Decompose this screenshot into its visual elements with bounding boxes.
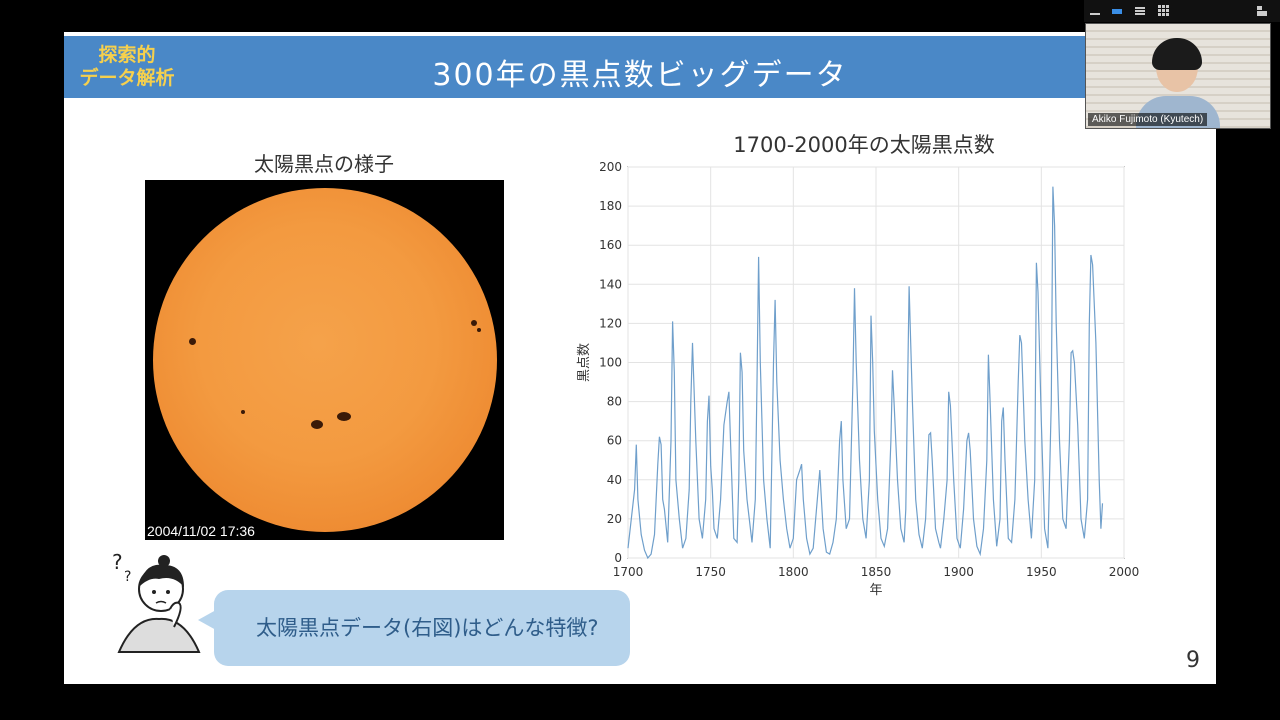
y-tick-label: 160 bbox=[599, 238, 622, 252]
participant-name: Akiko Fujimoto (Kyutech) bbox=[1088, 113, 1208, 126]
sunspot-series-line bbox=[627, 186, 1104, 560]
sun-photo-caption: 太陽黒点の様子 bbox=[254, 152, 394, 176]
x-tick-label: 2000 bbox=[1109, 565, 1140, 579]
y-tick-label: 200 bbox=[599, 160, 622, 174]
svg-text:?: ? bbox=[112, 550, 123, 574]
sunspot bbox=[241, 410, 245, 414]
section-tag: 探索的 データ解析 bbox=[79, 44, 175, 89]
x-tick-label: 1700 bbox=[613, 565, 644, 579]
x-tick-label: 1800 bbox=[778, 565, 809, 579]
sunspot bbox=[477, 328, 481, 332]
sun-photo-timestamp: 2004/11/02 17:36 bbox=[147, 523, 255, 539]
sunspot bbox=[337, 412, 351, 421]
sun-disc bbox=[153, 188, 497, 532]
speech-bubble-tail bbox=[198, 610, 216, 630]
sunspot bbox=[471, 320, 477, 326]
participant-video-tile[interactable]: Akiko Fujimoto (Kyutech) bbox=[1085, 23, 1271, 129]
sunspot bbox=[311, 420, 323, 429]
thinking-person-illustration: ? ? bbox=[112, 550, 201, 653]
y-tick-label: 40 bbox=[607, 473, 622, 487]
exit-fullscreen-icon[interactable] bbox=[1256, 5, 1268, 17]
active-speaker-icon[interactable] bbox=[1111, 5, 1123, 17]
page-number: 9 bbox=[1186, 648, 1200, 673]
view-menu-icon[interactable] bbox=[1134, 5, 1146, 17]
y-tick-label: 180 bbox=[599, 199, 622, 213]
presentation-slide: 探索的 データ解析 300年の黒点数ビッグデータ 太陽黒点の様子 2004/11… bbox=[64, 32, 1216, 684]
y-tick-label: 80 bbox=[607, 395, 622, 409]
minimize-icon[interactable] bbox=[1089, 5, 1101, 17]
y-tick-label: 20 bbox=[607, 512, 622, 526]
y-tick-label: 140 bbox=[599, 277, 622, 291]
video-person-hair bbox=[1152, 38, 1202, 70]
chart-title: 1700-2000年の太陽黒点数 bbox=[733, 133, 995, 157]
x-tick-label: 1900 bbox=[943, 565, 974, 579]
y-tick-label: 0 bbox=[614, 551, 622, 565]
y-tick-label: 100 bbox=[599, 356, 622, 370]
question-marks-icon: ? ? bbox=[112, 550, 131, 585]
sun-photo: 2004/11/02 17:36 bbox=[145, 180, 504, 540]
sunspot-line-chart: 0 20 40 60 80 100 120 140 160 180 200 1700 1750 1800 1… bbox=[577, 160, 1140, 598]
slide-title: 300年の黒点数ビッグデータ bbox=[432, 58, 848, 93]
x-tick-label: 1750 bbox=[695, 565, 726, 579]
zoom-video-toolbar bbox=[1084, 0, 1280, 22]
question-text: 太陽黒点データ(右図)はどんな特徴? bbox=[256, 616, 599, 640]
x-tick-label: 1950 bbox=[1026, 565, 1057, 579]
gallery-icon[interactable] bbox=[1158, 5, 1170, 17]
slide-header-bar: 探索的 データ解析 300年の黒点数ビッグデータ bbox=[64, 36, 1216, 98]
speech-bubble: 太陽黒点データ(右図)はどんな特徴? bbox=[214, 590, 630, 666]
x-axis-label: 年 bbox=[869, 583, 882, 598]
y-axis-label: 黒点数 bbox=[577, 343, 592, 382]
y-tick-label: 60 bbox=[607, 434, 622, 448]
sunspot bbox=[189, 338, 196, 345]
svg-text:?: ? bbox=[124, 569, 131, 585]
x-tick-label: 1850 bbox=[861, 565, 892, 579]
y-tick-label: 120 bbox=[599, 316, 622, 330]
